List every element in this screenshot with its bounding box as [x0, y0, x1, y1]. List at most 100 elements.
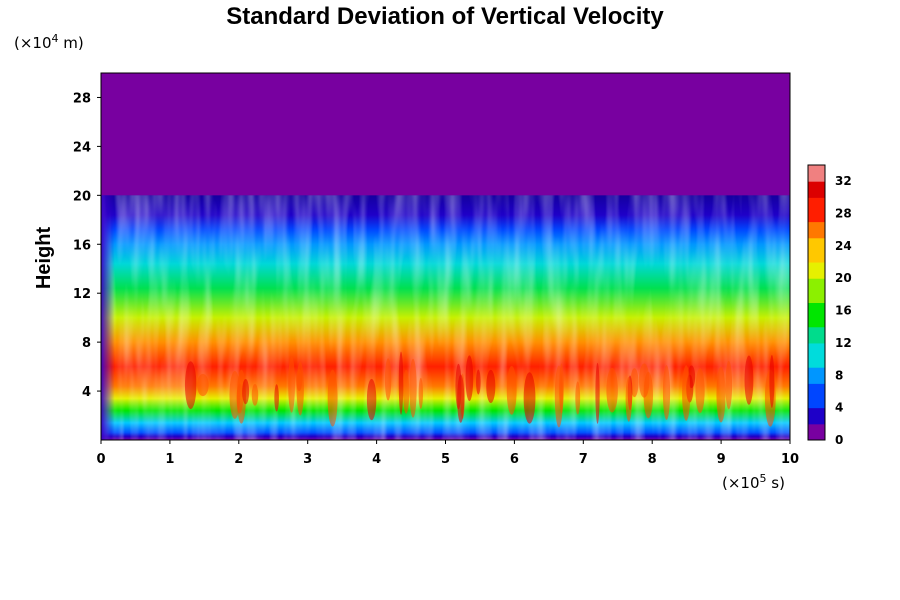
y-tick-label: 8: [82, 336, 91, 351]
heatmap-hotspot: [197, 373, 209, 397]
heatmap-hotspot: [236, 383, 244, 414]
heatmap-hotspot: [288, 356, 295, 413]
colorbar-segment: [808, 205, 825, 215]
colorbar-segment: [808, 278, 825, 287]
colorbar-segment: [808, 310, 825, 320]
colorbar-tick-label: 24: [835, 239, 852, 253]
colorbar-segment: [808, 181, 825, 190]
heatmap-hotspot: [409, 358, 417, 418]
colorbar-segment: [808, 270, 825, 279]
heatmap-hotspot: [625, 376, 632, 422]
heatmap-hotspot: [476, 369, 481, 395]
colorbar: 0 4 8 12 16 20 24 28 32: [807, 164, 852, 447]
heatmap-hotspot: [184, 361, 197, 410]
heatmap-hotspot: [296, 369, 303, 392]
y-tick-label: 20: [73, 189, 91, 204]
x-tick-label: 9: [717, 452, 726, 467]
heatmap-hotspot: [403, 369, 410, 414]
colorbar-segment: [808, 407, 825, 417]
heatmap-hotspot: [384, 358, 392, 401]
x-tick-label: 7: [579, 452, 588, 467]
heatmap-hotspot: [506, 365, 517, 415]
colorbar-tick-label: 32: [835, 174, 852, 188]
heatmap-hotspot: [725, 360, 733, 410]
heatmap-hotspot: [486, 369, 496, 403]
y-tick-label: 24: [73, 140, 91, 155]
heatmap-hotspot: [769, 355, 775, 408]
heatmap-hotspots: [184, 351, 776, 428]
x-tick-label: 6: [510, 452, 519, 467]
heatmap-hotspot: [575, 381, 581, 415]
y-axis-title: Height: [33, 227, 55, 290]
heatmap-hotspot: [523, 372, 536, 424]
chart-title: Standard Deviation of Vertical Velocity: [226, 3, 664, 30]
colorbar-segment: [808, 229, 825, 239]
x-tick-label: 3: [303, 452, 312, 467]
colorbar-tick-label: 20: [835, 271, 852, 285]
colorbar-tick-label: 0: [835, 433, 843, 447]
y-tick-label: 16: [73, 238, 91, 253]
heatmap-hotspot: [559, 363, 564, 414]
colorbar-segment: [808, 326, 825, 336]
colorbar-frame: [807, 164, 826, 441]
colorbar-segment: [808, 245, 825, 255]
colorbar-segment: [808, 415, 825, 425]
colorbar-segment: [808, 286, 825, 295]
x-tick-label: 4: [372, 452, 381, 467]
heatmap-hotspot: [643, 371, 654, 419]
heatmap-spinup-region: [101, 195, 115, 440]
heatmap-hotspot: [682, 365, 691, 421]
heatmap-hotspot: [274, 384, 279, 412]
y-tick-label: 28: [73, 91, 91, 106]
x-axis: 0 1 2 3 4 5 6 7 8 9 10: [96, 440, 799, 467]
heatmap-hotspot: [716, 366, 726, 423]
colorbar-segment: [808, 342, 825, 352]
heatmap-hotspot: [327, 369, 338, 427]
y-unit-label: (×104 m): [14, 32, 84, 53]
heatmap-hotspot: [630, 368, 639, 398]
colorbar-tick-label: 12: [835, 336, 852, 350]
colorbar-segment: [808, 189, 825, 198]
x-tick-label: 2: [234, 452, 243, 467]
x-tick-label: 0: [96, 452, 105, 467]
heatmap-hotspot: [695, 368, 705, 414]
heatmap-hotspot: [465, 355, 474, 402]
colorbar-segment: [808, 399, 825, 409]
colorbar-segment: [808, 318, 825, 328]
colorbar-segment: [808, 262, 825, 271]
heatmap-hotspot: [251, 384, 259, 406]
heatmap-hotspot: [662, 365, 671, 420]
x-unit-label: (×105 s): [722, 472, 785, 493]
colorbar-segment: [808, 302, 825, 312]
colorbar-segment: [808, 383, 825, 392]
heatmap-streaks: [101, 195, 790, 440]
colorbar-segment: [808, 391, 825, 401]
y-tick-label: 4: [82, 385, 91, 400]
colorbar-tick-label: 16: [835, 304, 852, 318]
heatmap-hotspot: [457, 374, 465, 423]
heatmap-hotspot: [398, 351, 404, 415]
x-tick-label: 8: [648, 452, 657, 467]
colorbar-segment: [808, 359, 825, 368]
colorbar-segment: [808, 423, 825, 433]
heatmap-hotspot: [606, 367, 618, 413]
colorbar-segment: [808, 197, 825, 206]
colorbar-segment: [808, 334, 825, 344]
heatmap-hotspot: [366, 378, 377, 421]
heatmap-hotspot: [418, 377, 423, 409]
colorbar-segment: [808, 253, 825, 263]
colorbar-segment: [808, 375, 825, 384]
heatmap-hotspot: [242, 378, 250, 405]
x-tick-label: 5: [441, 452, 450, 467]
colorbar-segment: [808, 294, 825, 303]
colorbar-segment: [808, 221, 825, 231]
colorbar-segment: [808, 237, 825, 247]
colorbar-tick-label: 8: [835, 368, 843, 382]
x-tick-label: 10: [781, 452, 799, 467]
heatmap-hotspot: [744, 355, 754, 405]
heatmap-hotspot: [595, 362, 600, 424]
colorbar-segment: [808, 351, 825, 360]
colorbar-tick-label: 4: [835, 401, 843, 415]
colorbar-segment: [808, 367, 825, 376]
colorbar-segment: [808, 173, 825, 182]
